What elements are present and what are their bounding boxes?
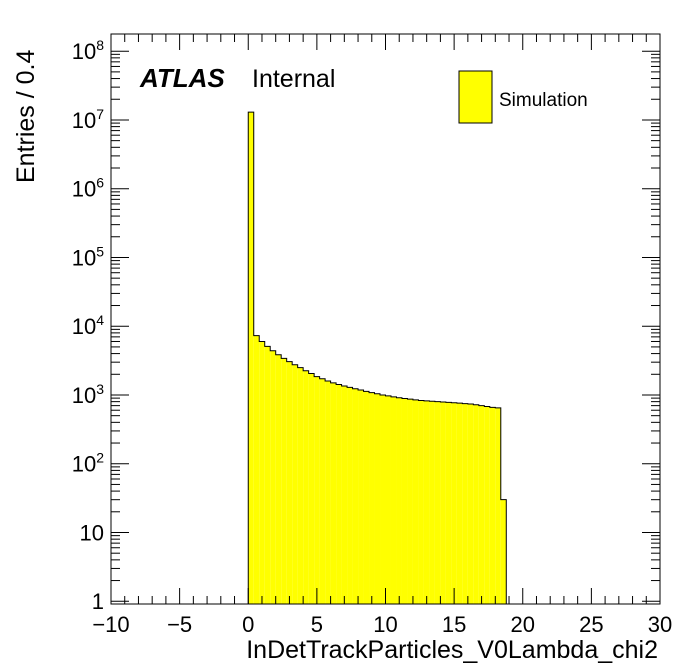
histogram-bar: [473, 404, 479, 604]
histogram-bar: [358, 390, 364, 604]
y-tick-label: 106: [72, 175, 104, 202]
histogram-bar: [385, 395, 391, 604]
histogram-bar: [401, 398, 408, 604]
histogram-bar: [467, 403, 474, 604]
internal-label: Internal: [252, 65, 335, 93]
histogram-bar: [396, 397, 402, 604]
y-tick-label: 103: [72, 381, 104, 408]
histogram-bar: [500, 499, 507, 604]
axis-major-ticks: [110, 34, 661, 604]
histogram-bar: [336, 384, 342, 604]
y-tick-label: 10: [80, 520, 104, 545]
histogram-bar: [374, 393, 381, 604]
histogram-bar: [429, 401, 435, 604]
histogram-bar: [347, 387, 353, 604]
x-tick-label: 20: [511, 612, 535, 637]
histogram-bar: [314, 376, 320, 604]
histogram-bar: [369, 392, 375, 604]
histogram-bar: [281, 358, 287, 604]
y-tick-label: 105: [72, 243, 104, 270]
histogram-bar: [423, 400, 430, 604]
legend: Simulation: [458, 70, 588, 124]
y-axis-label: Entries / 0.4: [12, 50, 40, 183]
histogram-bar: [456, 403, 463, 604]
x-tick-label: 0: [242, 612, 254, 637]
histogram-bar: [319, 378, 326, 604]
x-tick-label: 5: [311, 612, 323, 637]
histogram-bar: [445, 402, 452, 604]
y-tick-label: 108: [72, 37, 104, 64]
legend-label-simulation: Simulation: [499, 90, 588, 111]
axis-minor-ticks: [111, 34, 660, 604]
y-tick-label: 1: [92, 589, 104, 614]
histogram-bar: [341, 386, 348, 604]
histogram-bar: [325, 380, 331, 604]
y-tick-label: 102: [72, 450, 104, 477]
x-tick-label: 25: [579, 612, 603, 637]
x-tick-label: 10: [373, 612, 397, 637]
histogram-bar: [330, 382, 337, 604]
histogram-bar: [451, 402, 457, 604]
legend-swatch: [458, 70, 493, 124]
x-tick-label: −5: [167, 612, 192, 637]
histogram-bar: [462, 403, 468, 604]
histogram-bar: [412, 399, 419, 604]
histogram-bar: [253, 335, 260, 604]
histogram-bar: [440, 402, 446, 604]
histogram-bar: [303, 370, 309, 604]
histogram-bar: [363, 391, 370, 604]
histogram-bar: [484, 406, 490, 604]
x-tick-label: 15: [442, 612, 466, 637]
y-tick-labels: 1 10 102 103 104 105 106 107 108: [72, 37, 104, 614]
histogram-bar: [418, 400, 424, 604]
histogram-bar: [270, 350, 276, 604]
histogram-bar: [297, 367, 304, 604]
histogram-bar: [286, 361, 293, 604]
histogram-bars: [247, 111, 507, 604]
histogram-bar: [352, 388, 359, 604]
histogram-bar: [292, 364, 298, 604]
histogram-bar: [434, 401, 441, 604]
plot-frame: [110, 33, 661, 605]
histogram-bar: [489, 407, 496, 604]
y-tick-label: 104: [72, 312, 104, 339]
histogram-bar: [495, 407, 501, 604]
histogram-bar: [248, 112, 254, 604]
histogram-bar: [275, 354, 282, 604]
histogram-bar: [407, 399, 413, 604]
x-tick-labels: −10 −5 0 5 10 15 20 25 30: [92, 612, 672, 637]
histogram-bar: [390, 396, 397, 604]
y-tick-label: 107: [72, 106, 104, 133]
x-tick-label: 30: [648, 612, 672, 637]
atlas-label: ATLAS: [139, 63, 225, 93]
histogram-outline: [247, 111, 507, 604]
histogram-bar: [264, 346, 271, 604]
x-axis-label: InDetTrackParticles_V0Lambda_chi2: [246, 636, 658, 664]
histogram-bar: [308, 373, 315, 604]
histogram-bar: [478, 405, 485, 604]
histogram-bar: [259, 341, 265, 604]
histogram-bar: [380, 394, 386, 604]
x-tick-label: −10: [92, 612, 129, 637]
